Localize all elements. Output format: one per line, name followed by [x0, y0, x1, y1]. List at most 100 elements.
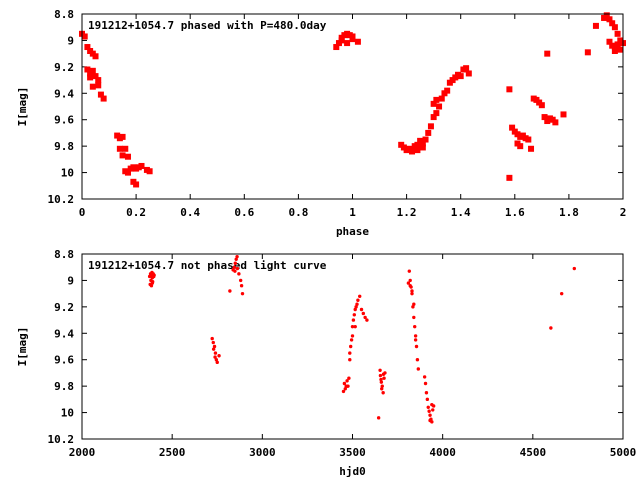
data-point: [146, 168, 153, 175]
data-point: [428, 418, 432, 423]
data-point: [92, 53, 99, 60]
data-point: [119, 152, 126, 159]
x-tick-label: 1: [349, 206, 356, 219]
data-point: [413, 324, 417, 329]
data-point: [541, 114, 548, 121]
data-point: [436, 103, 443, 110]
data-point: [433, 110, 440, 117]
data-point: [413, 338, 418, 342]
data-point: [424, 391, 429, 395]
data-point: [606, 16, 613, 23]
data-point: [81, 33, 88, 40]
data-point: [380, 387, 384, 391]
data-point: [379, 377, 383, 382]
axis-ticks: 0 0.2 0.4 0.6 0.8 1 1.2 1.4 1.6 1.8 2 8.8 9 9.2 9.4 9.6…: [48, 8, 627, 219]
data-point: [116, 145, 123, 152]
data-point: [89, 83, 96, 90]
data-point: [133, 181, 140, 188]
x-tick-label: 1.6: [505, 206, 525, 219]
data-point: [345, 379, 349, 383]
data-point: [233, 261, 237, 265]
data-point: [538, 102, 545, 109]
data-point: [365, 318, 369, 322]
data-point: [559, 291, 564, 296]
data-points: [79, 12, 626, 188]
data-point: [361, 311, 366, 316]
data-point: [212, 344, 217, 349]
data-point: [410, 291, 414, 296]
data-point: [414, 141, 421, 148]
data-point: [423, 381, 428, 386]
data-point: [430, 114, 437, 121]
y-tick-label: 10.2: [48, 193, 75, 206]
x-tick-label: 0.2: [126, 206, 146, 219]
data-point: [611, 48, 618, 54]
data-point: [422, 136, 429, 143]
data-point: [213, 351, 218, 355]
y-tick-label: 10: [61, 167, 74, 180]
data-point: [378, 373, 383, 378]
data-point: [427, 409, 431, 413]
data-point: [350, 334, 355, 338]
data-point: [348, 351, 352, 355]
data-point: [376, 416, 381, 420]
data-point: [419, 140, 426, 147]
data-point: [213, 355, 217, 359]
data-point: [425, 129, 432, 136]
data-point: [100, 95, 107, 102]
data-point: [342, 381, 347, 386]
data-point: [228, 289, 232, 293]
data-point: [381, 372, 386, 376]
y-tick-label: 8.8: [54, 248, 74, 261]
phased-light-curve-chart: 191212+1054.7 phased with P=480.0day pha…: [16, 8, 626, 238]
data-point: [349, 338, 354, 342]
y-axis-label: I[mag]: [16, 327, 29, 367]
data-point: [233, 269, 237, 273]
data-point: [345, 384, 349, 388]
data-point: [549, 326, 553, 330]
data-point: [611, 24, 618, 31]
data-point: [338, 37, 345, 44]
data-point: [237, 272, 241, 276]
data-point: [406, 281, 411, 285]
data-point: [410, 289, 414, 293]
data-point: [407, 269, 412, 273]
data-point: [92, 73, 99, 80]
data-point: [152, 273, 156, 277]
data-point: [428, 413, 432, 417]
data-points: [147, 254, 577, 424]
x-tick-label: 2: [620, 206, 627, 219]
data-point: [572, 266, 577, 271]
data-point: [463, 65, 470, 72]
data-point: [433, 96, 440, 103]
data-point: [349, 36, 356, 43]
plot-frame: [81, 13, 624, 200]
data-point: [413, 334, 418, 338]
data-point: [465, 70, 472, 77]
data-point: [239, 284, 244, 288]
data-point: [415, 358, 420, 362]
data-point: [148, 282, 152, 287]
y-tick-label: 9.4: [54, 327, 74, 340]
data-point: [235, 254, 239, 259]
plot-frame: [81, 253, 624, 440]
data-point: [444, 87, 451, 94]
data-point: [617, 46, 624, 53]
data-point: [353, 324, 357, 329]
data-point: [84, 44, 91, 51]
x-tick-label: 1.8: [559, 206, 579, 219]
y-tick-label: 8.8: [54, 8, 74, 21]
y-tick-label: 9.8: [54, 380, 74, 393]
data-point: [430, 402, 434, 407]
x-tick-label: 1.4: [451, 206, 471, 219]
data-point: [411, 305, 415, 309]
data-point: [210, 336, 214, 341]
x-tick-label: 3500: [339, 446, 366, 459]
x-tick-label: 3000: [249, 446, 276, 459]
data-point: [348, 358, 352, 362]
data-point: [382, 376, 386, 380]
data-point: [87, 74, 94, 81]
x-tick-label: 2000: [69, 446, 96, 459]
x-tick-label: 4500: [520, 446, 547, 459]
